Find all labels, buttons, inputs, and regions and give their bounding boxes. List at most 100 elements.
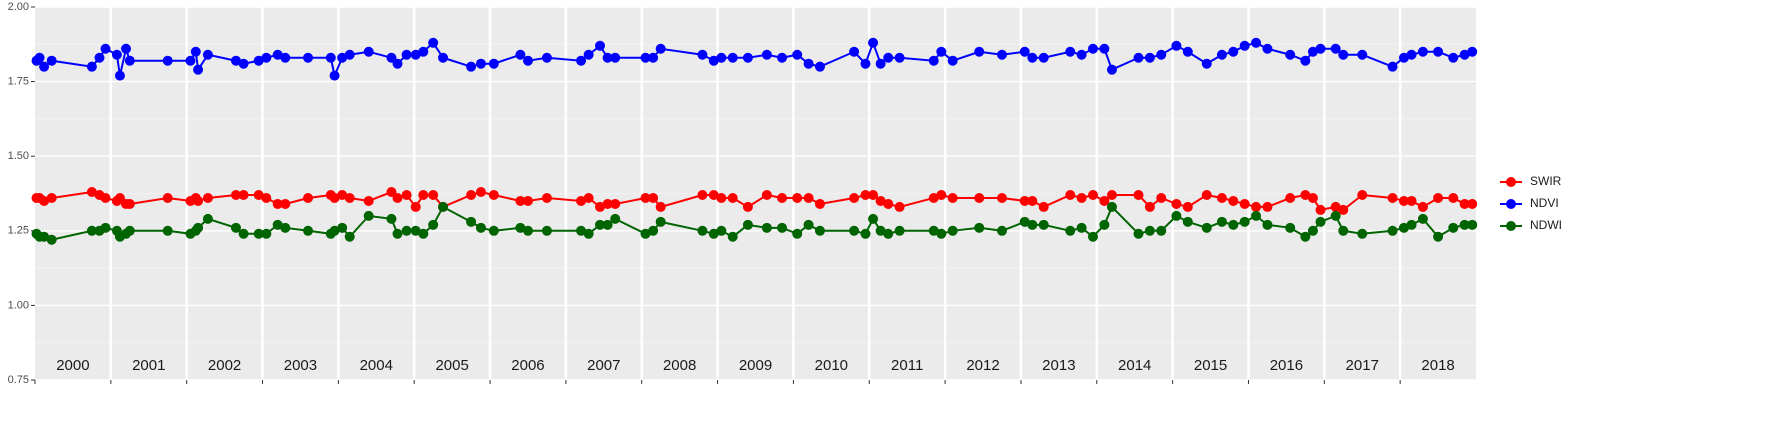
point [936,228,947,239]
point [974,46,985,57]
point [1251,37,1262,48]
point [1433,46,1444,57]
point [363,210,374,221]
x-tick-label: 2016 [1270,357,1303,374]
point [1065,225,1076,236]
point [272,198,283,209]
point [522,55,533,66]
x-tick-label: 2009 [739,357,772,374]
point [1133,189,1144,200]
legend-label: NDWI [1530,218,1562,232]
legend-swatch [1506,199,1516,209]
point [428,219,439,230]
point [1285,222,1296,233]
point [777,192,788,203]
point [1182,46,1193,57]
point [1300,55,1311,66]
point [1417,201,1428,212]
point [1087,189,1098,200]
point [272,49,283,60]
point [716,225,727,236]
point [1144,52,1155,63]
point [541,52,552,63]
x-tick-label: 2010 [815,357,848,374]
point [1201,58,1212,69]
x-tick-label: 2015 [1194,357,1227,374]
point [1216,216,1227,227]
point [438,201,449,212]
point [162,225,173,236]
point [1019,195,1030,206]
point [202,192,213,203]
point [996,192,1007,203]
point [928,225,939,236]
point [860,189,871,200]
point [1387,225,1398,236]
point [1307,192,1318,203]
point [253,228,264,239]
point [303,52,314,63]
point [325,52,336,63]
point [337,52,348,63]
point [1019,216,1030,227]
point [39,195,50,206]
point [541,225,552,236]
point [39,61,50,72]
point [1076,222,1087,233]
point [1019,46,1030,57]
point [401,225,412,236]
point [230,189,241,200]
point [936,46,947,57]
point [1239,216,1250,227]
point [1156,192,1167,203]
point [124,198,135,209]
point [803,219,814,230]
point [996,49,1007,60]
point [655,216,666,227]
point [46,234,57,245]
point [522,225,533,236]
point [860,58,871,69]
point [1228,219,1239,230]
point [303,225,314,236]
point [640,52,651,63]
legend-label: NDVI [1530,196,1559,210]
point [1076,192,1087,203]
point [1330,210,1341,221]
point [928,192,939,203]
point [329,192,340,203]
point [716,52,727,63]
point [1216,49,1227,60]
point [1106,201,1117,212]
point [280,222,291,233]
point [761,222,772,233]
x-tick-label: 2011 [891,357,923,374]
point [595,40,606,51]
point [344,192,355,203]
point [868,213,879,224]
point [438,52,449,63]
point [100,192,111,203]
point [576,225,587,236]
point [1027,52,1038,63]
point [392,192,403,203]
point [280,52,291,63]
point [1300,231,1311,242]
x-tick-label: 2003 [284,357,317,374]
point [363,195,374,206]
point [1106,64,1117,75]
point [1201,189,1212,200]
point [1448,192,1459,203]
point [803,192,814,203]
point [1285,49,1296,60]
x-tick-label: 2006 [511,357,544,374]
point [602,52,613,63]
point [1228,195,1239,206]
point [894,201,905,212]
point [1171,210,1182,221]
point [114,70,125,81]
point [401,189,412,200]
point [1338,204,1349,215]
point [46,55,57,66]
